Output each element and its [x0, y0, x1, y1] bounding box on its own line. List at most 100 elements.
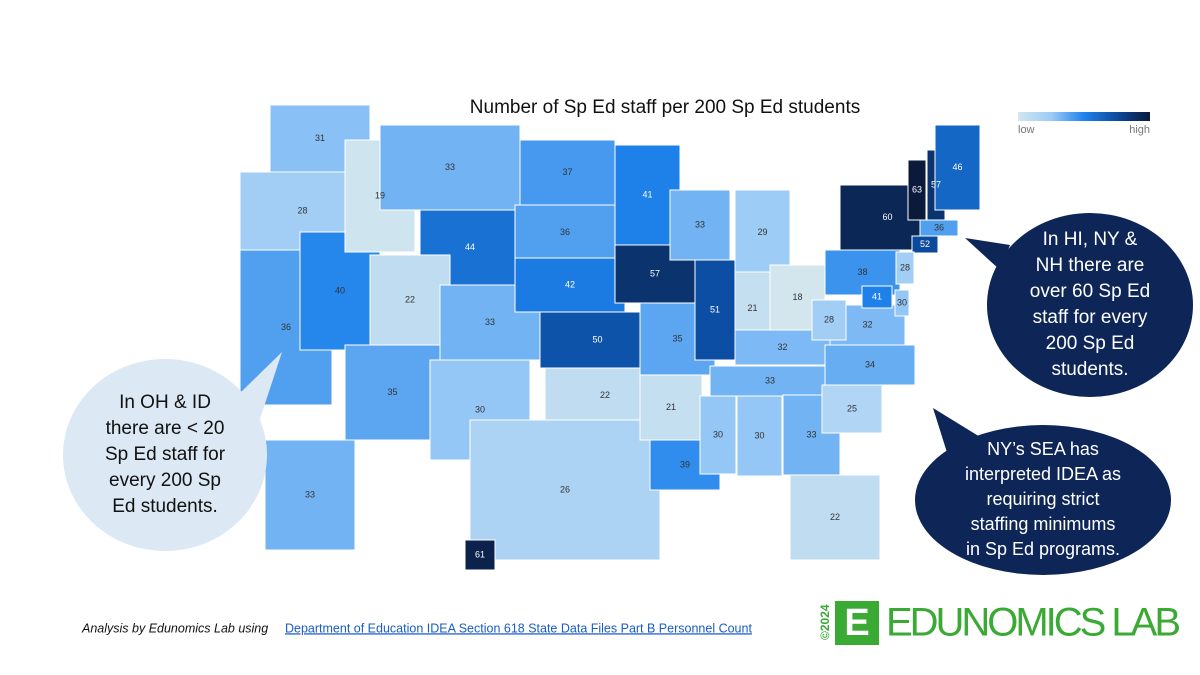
- state: [894, 289, 910, 317]
- callout-tail: [965, 238, 1010, 270]
- callout-bubble: [915, 425, 1171, 575]
- state: [824, 344, 916, 386]
- state-value-label: 29: [757, 227, 767, 237]
- state: [709, 365, 831, 397]
- legend-bar: [1018, 112, 1150, 121]
- state: [514, 257, 626, 313]
- state: [895, 251, 915, 285]
- state-value-label: 31: [315, 133, 325, 143]
- logo-name: EDUNOMICS LAB: [886, 601, 1181, 645]
- state: [911, 235, 939, 254]
- callout-line: interpreted IDEA as: [965, 464, 1121, 484]
- state-value-label: 38: [857, 267, 867, 277]
- state-value-label: 40: [335, 285, 345, 295]
- logo-mark: E: [844, 602, 869, 644]
- callout-left: In OH & ID there are < 20 Sp Ed staff for e…: [63, 352, 282, 551]
- callout-line: requiring strict: [986, 489, 1099, 509]
- state-value-label: 60: [882, 212, 892, 222]
- state: [861, 285, 893, 309]
- state-value-label: 30: [475, 404, 485, 414]
- state-value-label: 51: [710, 304, 720, 314]
- footnote: Analysis by Edunomics Lab using: [81, 621, 268, 635]
- state-value-label: 57: [931, 179, 941, 189]
- state-value-label: 33: [485, 317, 495, 327]
- state-value-label: 63: [912, 184, 922, 194]
- state-value-label: 41: [642, 189, 652, 199]
- callout-line: every 200 Sp: [109, 470, 221, 491]
- state: [264, 439, 356, 551]
- callout-line: in Sp Ed programs.: [966, 539, 1120, 559]
- map: 31 28 36 40 19 33 44 22 35 33 30 37 36 42 50 22 26 41 57 35…: [239, 104, 981, 571]
- state-value-label: 35: [387, 387, 397, 397]
- callout-right-top: In HI, NY & NH there are over 60 Sp Ed staf…: [965, 213, 1193, 397]
- callout-line: staffing minimums: [971, 514, 1116, 534]
- state-value-label: 30: [754, 430, 764, 440]
- state-value-label: 39: [680, 459, 690, 469]
- state-value-label: 26: [560, 484, 570, 494]
- callout-line: over 60 Sp Ed: [1030, 281, 1150, 302]
- state: [789, 474, 881, 561]
- callout-line: In HI, NY &: [1043, 229, 1138, 250]
- state-value-label: 30: [713, 429, 723, 439]
- state-value-label: 50: [592, 334, 602, 344]
- state: [369, 254, 451, 346]
- state: [736, 395, 783, 477]
- state-value-label: 32: [777, 342, 787, 352]
- state-value-label: 33: [445, 162, 455, 172]
- state: [919, 219, 959, 237]
- callout-line: In OH & ID: [119, 392, 211, 413]
- callout-line: NY’s SEA has: [987, 439, 1099, 459]
- logo-year: ©2024: [818, 604, 832, 640]
- state: [464, 539, 496, 571]
- state-value-label: 22: [830, 512, 840, 522]
- callout-tail: [933, 408, 985, 462]
- state: [934, 124, 981, 211]
- state-value-label: 35: [672, 333, 682, 343]
- state-value-label: 28: [297, 205, 307, 215]
- state-value-label: 46: [952, 162, 962, 172]
- state-value-label: 28: [824, 314, 834, 324]
- state-value-label: 57: [650, 268, 660, 278]
- callout-line: staff for every: [1033, 307, 1148, 328]
- state: [519, 139, 616, 206]
- callout-bubble: [987, 213, 1193, 397]
- state-value-label: 25: [847, 403, 857, 413]
- state-value-label: 52: [920, 239, 930, 249]
- callout-line: 200 Sp Ed: [1046, 333, 1135, 354]
- legend-low: low: [1018, 124, 1035, 136]
- state-value-label: 37: [562, 167, 572, 177]
- state: [639, 374, 703, 441]
- state-value-label: 36: [560, 227, 570, 237]
- callout-line: Ed students.: [112, 496, 218, 517]
- state-value-label: 33: [695, 219, 705, 229]
- state-value-label: 34: [865, 359, 875, 369]
- source-link[interactable]: Department of Education IDEA Section 618…: [285, 621, 752, 635]
- state-value-label: 36: [281, 322, 291, 332]
- state-value-label: 32: [862, 319, 872, 329]
- callout-line: Sp Ed staff for: [105, 444, 226, 465]
- state-value-label: 21: [747, 303, 757, 313]
- callout-right-bottom: NY’s SEA has interpreted IDEA as requiring…: [915, 408, 1171, 575]
- state-value-label: 22: [600, 390, 610, 400]
- state: [734, 189, 791, 276]
- state-value-label: 36: [934, 222, 944, 232]
- state-value-label: 28: [900, 262, 910, 272]
- state-value-label: 33: [305, 489, 315, 499]
- callout-line: there are < 20: [106, 418, 225, 439]
- state: [907, 159, 927, 221]
- state-value-label: 21: [666, 402, 676, 412]
- state: [811, 299, 847, 341]
- legend-high: high: [1129, 124, 1150, 136]
- state-value-label: 44: [465, 242, 475, 252]
- state-value-label: 30: [897, 297, 907, 307]
- state: [821, 384, 883, 434]
- callout-line: NH there are: [1036, 255, 1145, 276]
- state: [614, 144, 681, 246]
- callout-line: students.: [1051, 359, 1128, 380]
- state: [669, 189, 731, 261]
- state: [469, 419, 661, 561]
- state-value-label: 61: [475, 549, 485, 559]
- state-value-label: 33: [765, 375, 775, 385]
